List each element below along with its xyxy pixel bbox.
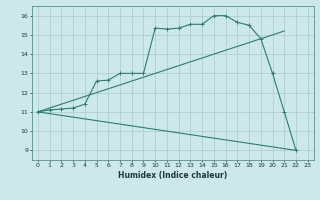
X-axis label: Humidex (Indice chaleur): Humidex (Indice chaleur) bbox=[118, 171, 228, 180]
